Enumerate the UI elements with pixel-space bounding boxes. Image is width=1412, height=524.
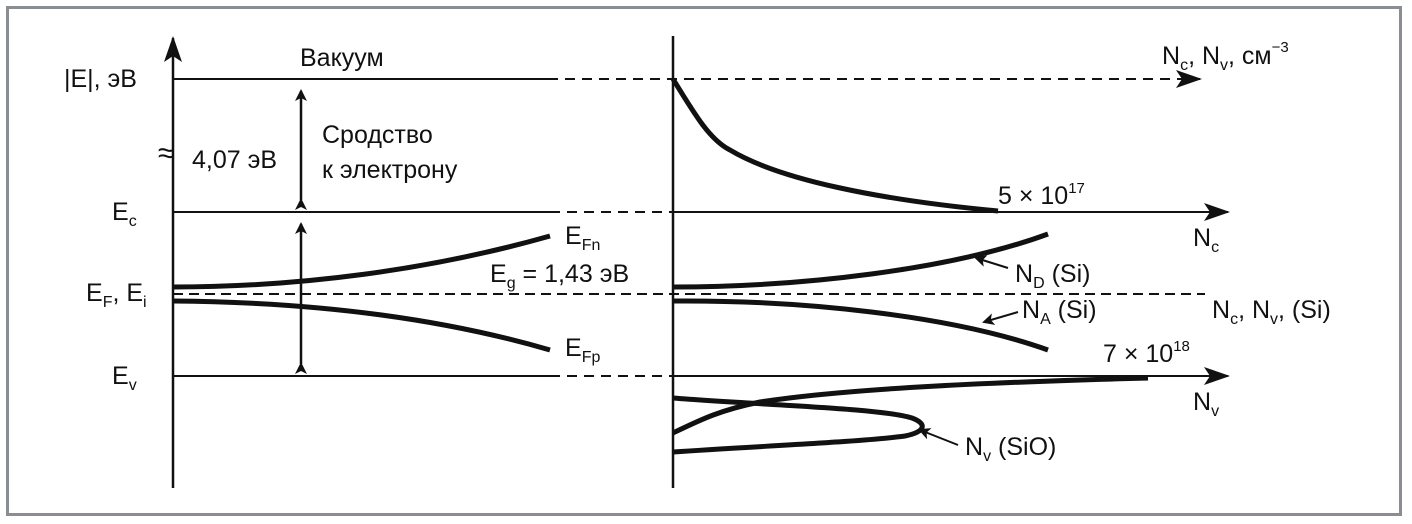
na-curve <box>672 298 1049 353</box>
work-value-label: 4,07 эВ <box>192 146 277 174</box>
affinity-label-line2: к электрону <box>322 156 458 184</box>
nv-axis-label: Nv <box>1193 388 1219 420</box>
nv-sio-label: Nv (SiO) <box>965 433 1056 465</box>
figure-frame <box>6 6 1402 516</box>
nc-axis-label: Nc <box>1193 224 1219 256</box>
ev-label: Ev <box>112 362 137 394</box>
nv-sio-curve <box>672 395 925 455</box>
efp-curve <box>172 298 551 353</box>
affinity-label-line1: Сродство <box>322 121 433 149</box>
ef-ei-label: EF, Ei <box>86 279 147 311</box>
nd-curve <box>672 231 1049 290</box>
ncnv-si-label: Nc, Nv, (Si) <box>1212 296 1331 328</box>
energy-axis-label: |E|, эВ <box>64 65 137 93</box>
nc-max-label: 5 × 1017 <box>998 180 1085 210</box>
nc-curve <box>670 77 999 214</box>
efp-label: EFp <box>565 334 600 366</box>
density-axis-label: Nc, Nv, см−3 <box>1162 39 1289 74</box>
nd-label: ND (Si) <box>1015 260 1090 292</box>
nd-pointer <box>974 255 1009 269</box>
efn-label: EFn <box>565 222 600 254</box>
ec-label: Ec <box>112 198 137 230</box>
vacuum-label: Вакуум <box>300 44 384 72</box>
axis-break-symbol: ≈ <box>158 137 174 170</box>
nv-curve <box>671 375 1149 436</box>
nv-sio-pointer <box>918 428 959 446</box>
na-label: NA (Si) <box>1022 296 1097 328</box>
nv-max-label: 7 × 1018 <box>1103 338 1190 368</box>
efn-curve <box>172 233 551 290</box>
bandgap-label: Eg = 1,43 эВ <box>490 260 629 292</box>
na-pointer <box>982 311 1019 325</box>
